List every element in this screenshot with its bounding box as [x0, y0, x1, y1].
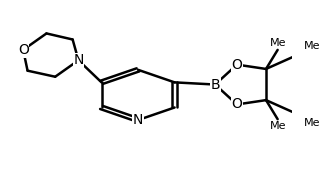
Text: N: N	[133, 113, 143, 127]
Text: O: O	[18, 43, 28, 57]
Text: Me: Me	[269, 121, 286, 131]
Text: Me: Me	[304, 41, 320, 51]
Text: N: N	[73, 53, 84, 67]
Text: O: O	[231, 98, 242, 111]
Text: Me: Me	[269, 38, 286, 48]
Text: Me: Me	[304, 118, 320, 128]
Text: O: O	[231, 58, 242, 72]
Text: B: B	[210, 78, 220, 92]
